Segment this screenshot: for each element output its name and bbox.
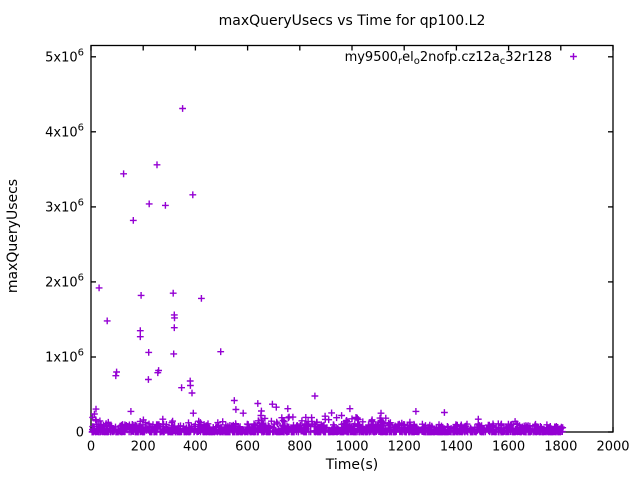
chart-title: maxQueryUsecs vs Time for qp100.L2 <box>219 13 486 29</box>
x-tick-label: 400 <box>183 440 208 455</box>
legend-marker-icon <box>570 53 577 60</box>
y-tick-label: 1x106 <box>45 348 84 366</box>
x-tick-label: 1400 <box>440 440 473 455</box>
y-tick-label: 2x106 <box>45 272 84 290</box>
x-tick-label: 1600 <box>492 440 525 455</box>
x-tick-label: 1200 <box>388 440 421 455</box>
x-tick-label: 200 <box>131 440 156 455</box>
scatter-points-outliers <box>89 105 519 426</box>
legend-label: my9500relo2nofp.cz12ac32r128 <box>345 50 552 67</box>
y-tick-label: 0 <box>76 426 84 441</box>
x-tick-label: 600 <box>235 440 260 455</box>
y-tick-label: 4x106 <box>45 122 84 140</box>
y-axis-label: maxQueryUsecs <box>5 179 21 293</box>
x-tick-label: 800 <box>287 440 312 455</box>
x-tick-label: 1000 <box>335 440 368 455</box>
x-tick-label: 0 <box>87 440 95 455</box>
y-tick-label: 3x106 <box>45 197 84 215</box>
x-tick-label: 1800 <box>544 440 577 455</box>
x-tick-label: 2000 <box>596 440 629 455</box>
y-tick-label: 5x106 <box>45 47 84 65</box>
scatter-points-band <box>88 413 567 436</box>
x-axis-label: Time(s) <box>325 457 378 473</box>
